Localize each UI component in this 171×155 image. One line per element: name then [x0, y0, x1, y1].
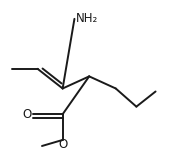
- Text: NH₂: NH₂: [76, 12, 98, 25]
- Text: O: O: [22, 108, 32, 121]
- Text: O: O: [58, 138, 67, 151]
